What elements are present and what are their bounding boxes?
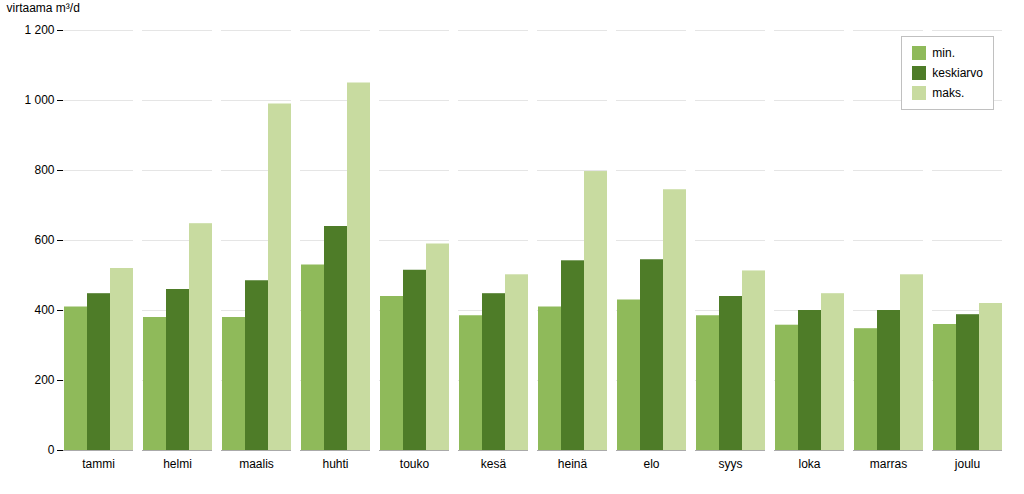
svg-text:heinä: heinä (558, 457, 588, 471)
html-text:min.: min. (932, 46, 955, 60)
svg-text:joulu: joulu (954, 457, 980, 471)
svg-text:200: 200 (34, 373, 54, 387)
svg-text:400: 400 (34, 303, 54, 317)
svg-text:loka: loka (798, 457, 820, 471)
svg-text:1 000: 1 000 (24, 93, 54, 107)
svg-text:elo: elo (643, 457, 659, 471)
svg-text:600: 600 (34, 233, 54, 247)
svg-text:helmi: helmi (163, 457, 192, 471)
svg-text:maalis: maalis (239, 457, 274, 471)
svg-text:touko: touko (400, 457, 430, 471)
html-text:maks.: maks. (932, 86, 965, 100)
svg-text:syys: syys (719, 457, 743, 471)
svg-text:virtaama m³/d: virtaama m³/d (7, 1, 80, 15)
svg-text:huhti: huhti (322, 457, 348, 471)
svg-text:0: 0 (48, 443, 55, 457)
svg-text:kesä: kesä (481, 457, 507, 471)
svg-text:marras: marras (870, 457, 907, 471)
svg-text:800: 800 (34, 163, 54, 177)
svg-text:1 200: 1 200 (24, 23, 54, 37)
html-text:keskiarvo: keskiarvo (932, 66, 983, 80)
svg-text:tammi: tammi (82, 457, 115, 471)
